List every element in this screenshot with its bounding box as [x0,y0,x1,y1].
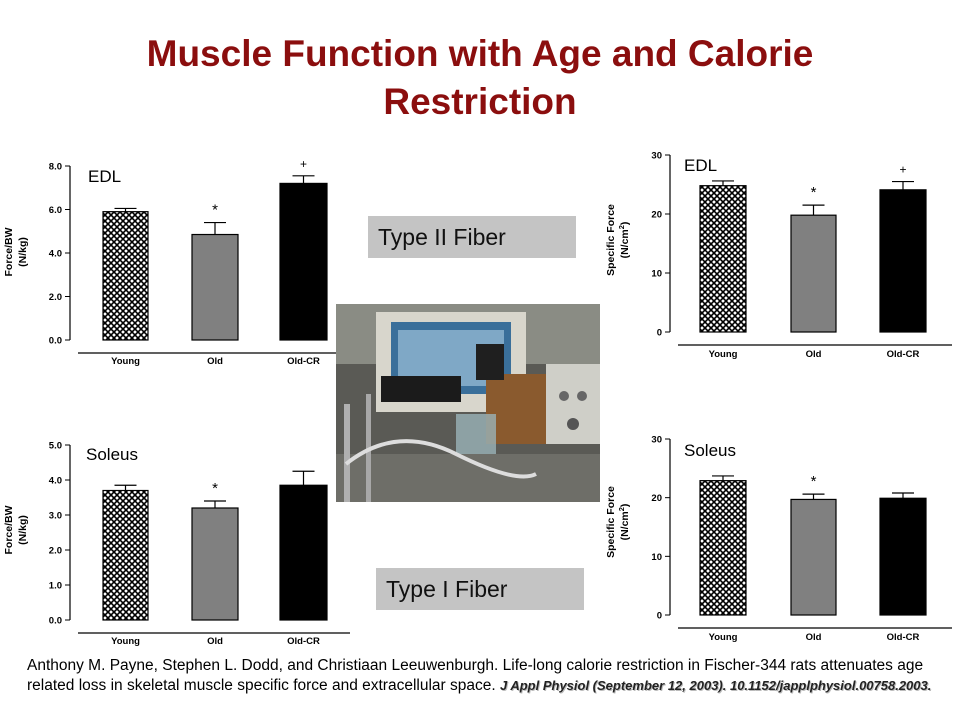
chart-svg: 0 10 20 30 Young * Old Old-CR Soleus Specific For… [605,435,952,643]
y-tick-label: 10 [651,552,662,563]
category-label: Old-CR [887,632,920,643]
old-bar [790,214,837,333]
y-tick-label: 20 [651,210,662,221]
soleus-force-bw-chart: 0.0 1.0 2.0 3.0 4.0 5.0 Young * Old Old-CR Soleus F… [0,432,360,650]
y-tick-label: 0 [657,611,662,622]
y-axis-label-name: Specific Force [605,486,617,558]
soleus-specific-force-chart: 0 10 20 30 Young * Old Old-CR Soleus Specific For… [600,430,960,648]
y-tick-label: 2.0 [49,546,62,557]
slide-title-line1: Muscle Function with Age and Calorie [146,33,814,74]
chart-title: Soleus [684,441,736,460]
y-axis-label-name: Force/BW [3,227,15,276]
y-axis-label-name: Specific Force [605,204,617,276]
slide-title: Muscle Function with Age and Calorie Res… [0,30,960,126]
y-axis-label-unit: (N/cm2) [617,222,631,259]
y-tick-label: 10 [651,269,662,280]
lab-equipment-photo [336,304,600,502]
y-axis-label: Specific Force (N/cm2) [605,486,631,558]
old-bar [790,498,837,616]
chart-svg: 0.0 2.0 4.0 6.0 8.0 Young * Old + Old-CR EDL Force/… [3,157,350,367]
y-tick-label: 4.0 [49,249,62,260]
edl-specific-force-chart: 0 10 20 30 Young * Old + Old-CR EDL Specific Force… [600,145,960,367]
y-tick-label: 3.0 [49,511,62,522]
y-axis-label-unit: (N/kg) [17,515,29,545]
category-label: Old [806,632,822,643]
old-cr-bar [279,484,328,621]
y-tick-label: 5.0 [49,441,62,452]
category-label: Old [207,636,223,647]
y-tick-label: 6.0 [49,205,62,216]
y-tick-label: 20 [651,493,662,504]
young-bar [699,185,747,333]
category-label: Old-CR [287,636,320,647]
edl-force-bw-chart: 0.0 2.0 4.0 6.0 8.0 Young * Old + Old-CR EDL Force/… [0,152,360,374]
category-label: Young [111,356,140,367]
significance-marker: * [811,473,817,490]
type-ii-fiber-label: Type II Fiber [368,216,576,258]
y-tick-label: 2.0 [49,292,62,303]
young-bar [102,489,149,621]
significance-marker: + [899,163,906,177]
y-tick-label: 30 [651,151,662,162]
y-tick-label: 0 [657,328,662,339]
y-tick-label: 0.0 [49,616,62,627]
old-bar [191,507,239,621]
y-tick-label: 1.0 [49,581,62,592]
young-bar [699,480,747,616]
y-axis-label-name: Force/BW [3,505,15,554]
category-label: Young [111,636,140,647]
chart-svg: 0.0 1.0 2.0 3.0 4.0 5.0 Young * Old Old-CR Soleus F… [3,441,350,647]
old-bar [191,233,239,341]
category-label: Old [806,349,822,360]
old-cr-bar [879,189,927,333]
y-tick-label: 8.0 [49,162,62,173]
category-label: Young [709,632,738,643]
old-cr-bar [879,497,927,616]
citation-journal: J Appl Physiol (September 12, 2003). 10.… [499,678,932,693]
category-label: Old-CR [887,349,920,360]
category-label: Old-CR [287,356,320,367]
chart-svg: 0 10 20 30 Young * Old + Old-CR EDL Specific Force… [605,151,952,360]
significance-marker: + [300,157,307,171]
category-label: Young [709,349,738,360]
significance-marker: * [811,184,817,201]
significance-marker: * [212,480,218,497]
chart-title: EDL [88,167,121,186]
citation: Anthony M. Payne, Stephen L. Dodd, and C… [27,656,952,696]
type-i-fiber-label: Type I Fiber [376,568,584,610]
chart-title: EDL [684,156,717,175]
y-axis-label: Specific Force (N/cm2) [605,204,631,276]
y-axis-label: Force/BW (N/kg) [3,227,29,276]
category-label: Old [207,356,223,367]
y-axis-label-unit: (N/kg) [17,237,29,267]
y-tick-label: 0.0 [49,336,62,347]
old-cr-bar [279,182,328,341]
y-tick-label: 4.0 [49,476,62,487]
y-axis-label-unit: (N/cm2) [617,504,631,541]
slide-title-line2: Restriction [383,81,577,122]
y-axis-label: Force/BW (N/kg) [3,505,29,554]
y-tick-label: 30 [651,435,662,446]
citation-text: Anthony M. Payne, Stephen L. Dodd, and C… [27,657,924,694]
significance-marker: * [212,202,218,219]
chart-title: Soleus [86,445,138,464]
young-bar [102,211,149,341]
